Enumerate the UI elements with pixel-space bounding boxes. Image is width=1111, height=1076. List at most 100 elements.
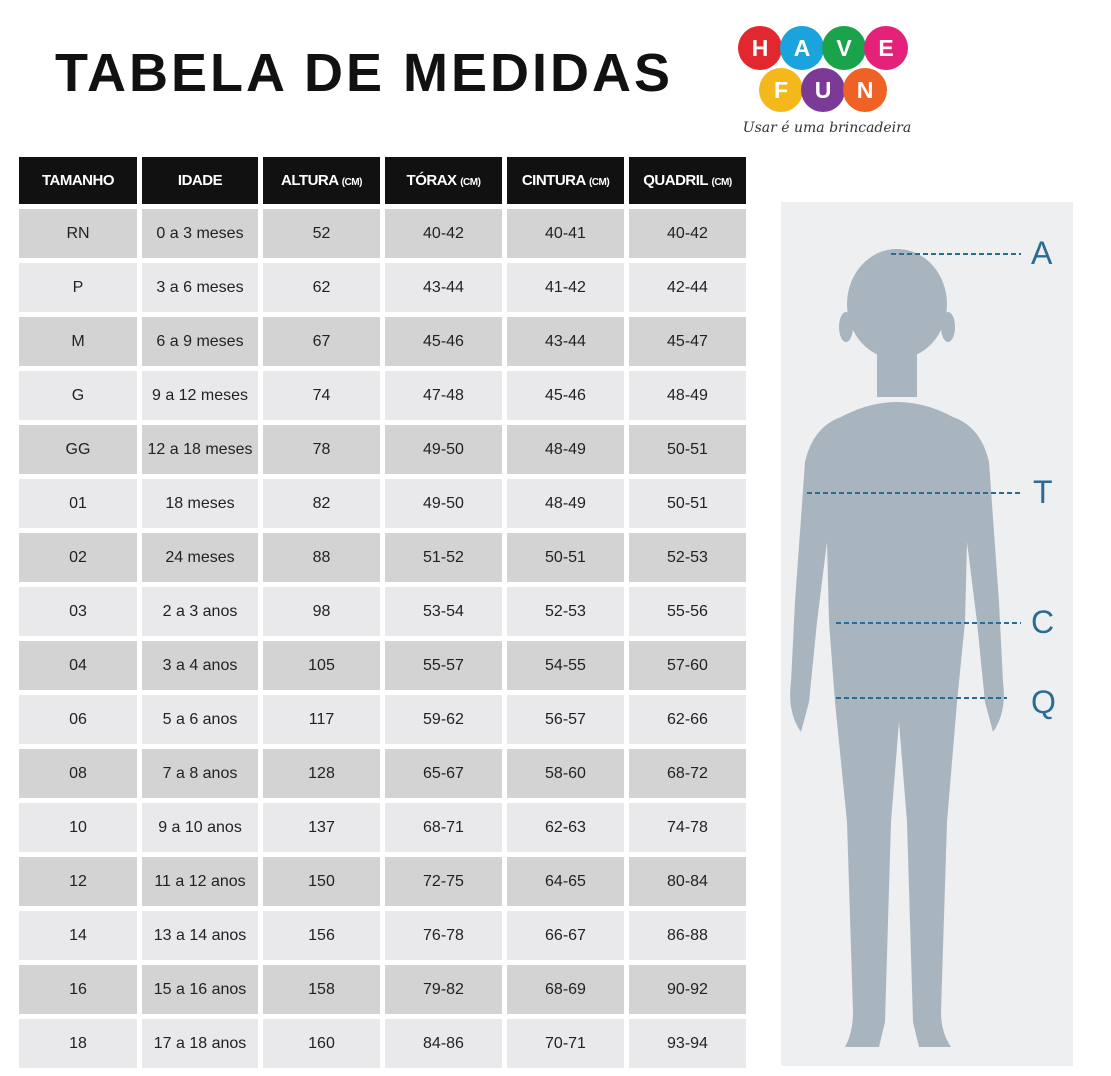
table-cell: 18 <box>19 1019 137 1068</box>
logo-bubble: N <box>843 68 887 112</box>
svg-text:V: V <box>836 35 852 61</box>
logo-bubble: E <box>864 26 908 70</box>
table-cell: 03 <box>19 587 137 636</box>
table-cell: RN <box>19 209 137 258</box>
silhouette-icon <box>790 249 1021 1047</box>
table-cell: 49-50 <box>385 479 502 528</box>
table-cell: 3 a 4 anos <box>142 641 258 690</box>
table-cell: 160 <box>263 1019 380 1068</box>
table-cell: 42-44 <box>629 263 746 312</box>
table-cell: 54-55 <box>507 641 624 690</box>
table-cell: 47-48 <box>385 371 502 420</box>
table-cell: 49-50 <box>385 425 502 474</box>
table-cell: P <box>19 263 137 312</box>
table-cell: 43-44 <box>385 263 502 312</box>
table-cell: 68-69 <box>507 965 624 1014</box>
logo-tagline: Usar é uma brincadeira <box>742 120 912 136</box>
table-cell: 50-51 <box>629 425 746 474</box>
table-cell: GG <box>19 425 137 474</box>
table-cell: 04 <box>19 641 137 690</box>
table-cell: 56-57 <box>507 695 624 744</box>
column-header: ALTURA (CM) <box>263 157 380 204</box>
table-row: 18 17 a 18 anos 160 84-86 70-71 93-94 <box>19 1019 746 1068</box>
table-cell: 5 a 6 anos <box>142 695 258 744</box>
table-cell: 65-67 <box>385 749 502 798</box>
table-cell: 67 <box>263 317 380 366</box>
table-cell: 82 <box>263 479 380 528</box>
child-silhouette-figure: A T C Q <box>781 202 1073 1066</box>
table-cell: 70-71 <box>507 1019 624 1068</box>
table-cell: 55-56 <box>629 587 746 636</box>
logo-bubble: U <box>801 68 845 112</box>
table-cell: G <box>19 371 137 420</box>
label-c: C <box>1031 604 1055 640</box>
table-cell: 93-94 <box>629 1019 746 1068</box>
page-title: TABELA DE MEDIDAS <box>55 43 673 103</box>
table-header-row: TAMANHO IDADE ALTURA (CM) TÓRAX (CM) CINTURA… <box>19 157 746 204</box>
table-cell: 48-49 <box>629 371 746 420</box>
table-row: 04 3 a 4 anos 105 55-57 54-55 57-60 <box>19 641 746 690</box>
table-row: 08 7 a 8 anos 128 65-67 58-60 68-72 <box>19 749 746 798</box>
table-cell: 76-78 <box>385 911 502 960</box>
table-cell: 68-72 <box>629 749 746 798</box>
table-cell: 72-75 <box>385 857 502 906</box>
table-cell: 74 <box>263 371 380 420</box>
table-cell: 52 <box>263 209 380 258</box>
table-cell: 128 <box>263 749 380 798</box>
table-cell: 48-49 <box>507 425 624 474</box>
table-cell: 45-47 <box>629 317 746 366</box>
table-cell: 11 a 12 anos <box>142 857 258 906</box>
table-cell: 62-66 <box>629 695 746 744</box>
table-cell: 105 <box>263 641 380 690</box>
table-row: 10 9 a 10 anos 137 68-71 62-63 74-78 <box>19 803 746 852</box>
column-header: TÓRAX (CM) <box>385 157 502 204</box>
table-row: 02 24 meses 88 51-52 50-51 52-53 <box>19 533 746 582</box>
logo-bubble: A <box>780 26 824 70</box>
table-row: 03 2 a 3 anos 98 53-54 52-53 55-56 <box>19 587 746 636</box>
table-cell: 55-57 <box>385 641 502 690</box>
table-cell: 43-44 <box>507 317 624 366</box>
table-cell: 12 a 18 meses <box>142 425 258 474</box>
table-cell: 84-86 <box>385 1019 502 1068</box>
table-cell: 40-41 <box>507 209 624 258</box>
table-cell: 6 a 9 meses <box>142 317 258 366</box>
logo-bubble: H <box>738 26 782 70</box>
table-cell: 7 a 8 anos <box>142 749 258 798</box>
table-cell: 51-52 <box>385 533 502 582</box>
table-cell: 52-53 <box>629 533 746 582</box>
table-cell: 13 a 14 anos <box>142 911 258 960</box>
table-cell: 86-88 <box>629 911 746 960</box>
table-cell: 53-54 <box>385 587 502 636</box>
label-a: A <box>1031 235 1053 271</box>
table-cell: 0 a 3 meses <box>142 209 258 258</box>
table-cell: 79-82 <box>385 965 502 1014</box>
svg-text:A: A <box>794 35 811 61</box>
table-cell: 50-51 <box>507 533 624 582</box>
table-cell: 15 a 16 anos <box>142 965 258 1014</box>
table-cell: 16 <box>19 965 137 1014</box>
table-cell: 150 <box>263 857 380 906</box>
table-cell: 9 a 12 meses <box>142 371 258 420</box>
table-cell: 3 a 6 meses <box>142 263 258 312</box>
table-cell: 98 <box>263 587 380 636</box>
column-header: QUADRIL (CM) <box>629 157 746 204</box>
logo-bubble: V <box>822 26 866 70</box>
table-cell: 88 <box>263 533 380 582</box>
table-cell: 58-60 <box>507 749 624 798</box>
table-cell: 40-42 <box>385 209 502 258</box>
svg-text:H: H <box>752 35 769 61</box>
table-cell: 18 meses <box>142 479 258 528</box>
table-cell: 9 a 10 anos <box>142 803 258 852</box>
size-table: TAMANHO IDADE ALTURA (CM) TÓRAX (CM) CINTURA… <box>14 152 751 1073</box>
column-header: TAMANHO <box>19 157 137 204</box>
label-t: T <box>1033 474 1053 510</box>
column-header: CINTURA (CM) <box>507 157 624 204</box>
svg-text:N: N <box>857 77 874 103</box>
table-cell: 45-46 <box>507 371 624 420</box>
table-row: GG 12 a 18 meses 78 49-50 48-49 50-51 <box>19 425 746 474</box>
table-cell: M <box>19 317 137 366</box>
